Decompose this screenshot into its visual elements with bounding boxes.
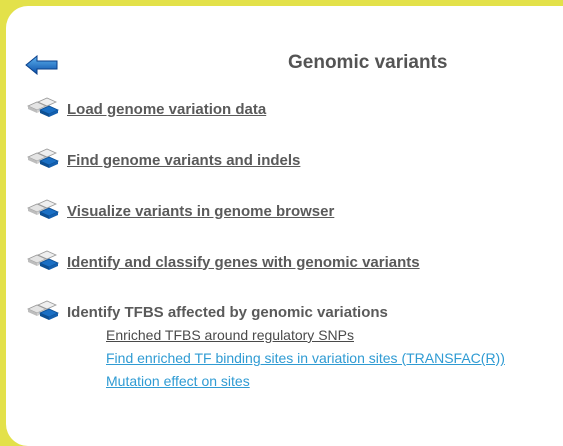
menu-item-label[interactable]: Identify and classify genes with genomic…: [67, 253, 420, 271]
menu-item-label[interactable]: Find genome variants and indels: [67, 151, 301, 169]
subitem-enriched-tfbs-snps[interactable]: Enriched TFBS around regulatory SNPs: [106, 327, 354, 343]
layered-diamonds-icon: [27, 250, 59, 270]
page-title: Genomic variants: [288, 52, 448, 73]
left-arrow-icon: [25, 54, 58, 76]
menu-item-load-variation[interactable]: Load genome variation data: [26, 96, 266, 122]
back-arrow-button[interactable]: [25, 54, 59, 76]
layered-diamonds-icon: [27, 148, 59, 168]
layered-diamonds-icon: [27, 199, 59, 219]
layered-diamonds-icon: [27, 97, 59, 117]
subitem-mutation-effect[interactable]: Mutation effect on sites: [106, 373, 250, 389]
subitem-find-enriched-tf-sites[interactable]: Find enriched TF binding sites in variat…: [106, 350, 505, 366]
main-panel: Genomic variants Load genome variation d…: [6, 6, 563, 446]
menu-item-label[interactable]: Load genome variation data: [67, 100, 267, 118]
menu-section-tfbs: Identify TFBS affected by genomic variat…: [26, 299, 388, 325]
menu-item-find-variants[interactable]: Find genome variants and indels: [26, 147, 300, 173]
menu-section-label: Identify TFBS affected by genomic variat…: [67, 303, 388, 321]
layered-diamonds-icon: [27, 300, 59, 320]
menu-item-classify-genes[interactable]: Identify and classify genes with genomic…: [26, 249, 420, 275]
menu-item-visualize-variants[interactable]: Visualize variants in genome browser: [26, 198, 334, 224]
menu-item-label[interactable]: Visualize variants in genome browser: [67, 202, 335, 220]
